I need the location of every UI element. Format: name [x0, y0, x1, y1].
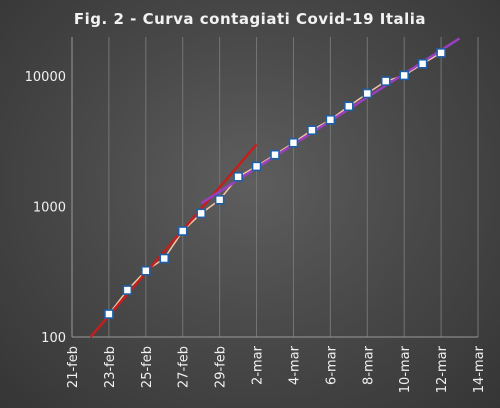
- data-point: [380, 76, 391, 86]
- data-point: [159, 253, 170, 264]
- x-tick-label: 23-feb: [103, 346, 118, 388]
- y-tick-label: 10000: [25, 70, 66, 85]
- data-point: [399, 70, 409, 81]
- data-point: [307, 125, 317, 135]
- x-tick-label: 27-feb: [177, 346, 192, 388]
- data-point: [270, 149, 280, 160]
- x-tick-label: 21-feb: [66, 346, 81, 388]
- data-point: [417, 58, 428, 69]
- trend-line: [89, 143, 258, 338]
- data-point: [196, 208, 206, 219]
- data-point: [288, 137, 299, 148]
- data-point: [214, 195, 225, 205]
- data-point: [122, 285, 133, 295]
- data-point: [436, 48, 446, 58]
- data-point: [233, 171, 243, 182]
- data-point: [325, 114, 336, 125]
- x-tick-label: 29-feb: [214, 346, 229, 388]
- data-point: [344, 101, 354, 112]
- y-tick-label: 1000: [33, 201, 66, 216]
- data-point: [362, 88, 373, 99]
- data-line: [108, 52, 442, 315]
- x-tick-label: 14-mar: [472, 345, 487, 393]
- x-tick-label: 2-mar: [251, 345, 266, 385]
- x-tick-label: 10-mar: [398, 345, 413, 393]
- x-tick-label: 8-mar: [361, 345, 376, 385]
- data-point: [141, 265, 151, 276]
- x-tick-label: 6-mar: [324, 345, 339, 385]
- x-tick-label: 25-feb: [140, 346, 155, 388]
- x-tick-label: 12-mar: [435, 345, 450, 393]
- data-point: [251, 161, 262, 172]
- data-point: [177, 226, 188, 236]
- x-tick-label: 4-mar: [287, 345, 302, 385]
- chart-title: Fig. 2 - Curva contagiati Covid-19 Itali…: [73, 10, 427, 28]
- y-tick-label: 100: [41, 331, 66, 346]
- data-point: [104, 309, 114, 319]
